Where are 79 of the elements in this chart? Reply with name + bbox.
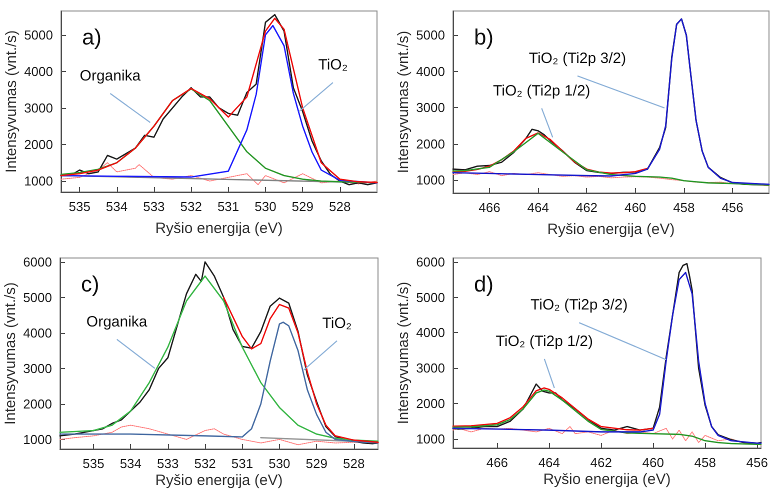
y-tick-label: 1000 [24, 174, 53, 189]
y-tick-label: 1000 [416, 172, 445, 188]
x-axis-title: Ryšio energija (eV) [543, 471, 671, 488]
y-tick-label: 2000 [24, 136, 53, 152]
y-tick-label: 6000 [23, 254, 52, 270]
x-tick-label: 532 [194, 456, 216, 471]
x-tick-label: 456 [722, 200, 744, 215]
x-tick-label: 466 [478, 200, 500, 215]
x-tick-label: 528 [342, 456, 365, 471]
x-tick-label: 533 [143, 199, 165, 214]
x-tick-label: 462 [576, 200, 598, 215]
annotation: TiO₂ [318, 56, 348, 74]
x-tick-label: 531 [231, 456, 254, 471]
text: b) [474, 24, 494, 50]
x-tick-label: 529 [306, 456, 328, 471]
line-series [452, 171, 770, 186]
y-axis-title: Intensyvumas (vnt./s) [395, 30, 412, 174]
y-tick-label: 4000 [416, 64, 445, 79]
y-tick-label: 5000 [416, 290, 445, 305]
x-tick-label: 462 [590, 455, 612, 470]
y-tick-label: 4000 [416, 325, 445, 340]
y-tick-label: 4000 [24, 64, 53, 79]
y-tick-label: 2000 [416, 136, 445, 152]
y-tick-label: 1000 [23, 432, 52, 447]
line-series [452, 132, 770, 186]
x-tick-label: 528 [328, 199, 351, 214]
x-axis-title: Ryšio energija (eV) [155, 472, 283, 489]
annotation: TiO₂ (Ti2p 1/2) [493, 82, 590, 100]
x-tick-label: 530 [268, 456, 290, 471]
y-tick-label: 1000 [416, 431, 445, 446]
x-tick-label: 464 [538, 455, 560, 470]
x-tick-label: 458 [694, 455, 716, 470]
y-tick-label: 2000 [23, 396, 52, 412]
text: c) [81, 272, 100, 296]
x-axis-title: Ryšio energija (eV) [547, 221, 675, 238]
y-tick-label: 2000 [416, 396, 445, 412]
line-series [452, 387, 654, 431]
y-tick-label: 5000 [24, 27, 53, 42]
line-series [452, 132, 648, 174]
x-tick-label: 533 [157, 456, 179, 471]
y-axis-title: Intensyvumas (vnt./s) [3, 30, 20, 173]
text: d) [474, 272, 494, 296]
annotation: Organika [80, 68, 142, 85]
y-tick-label: 5000 [23, 290, 52, 305]
x-tick-label: 535 [82, 456, 104, 471]
annotation: TiO₂ (Ti2p 3/2) [530, 296, 628, 314]
x-tick-label: 534 [106, 199, 128, 214]
x-tick-label: 531 [217, 199, 240, 214]
y-tick-label: 4000 [23, 325, 52, 340]
y-tick-label: 3000 [24, 100, 53, 116]
x-tick-label: 529 [292, 199, 314, 214]
x-tick-label: 534 [120, 456, 142, 471]
y-axis-title: Intensyvumas (vnt./s) [395, 282, 412, 424]
x-tick-label: 466 [486, 455, 508, 470]
x-tick-label: 460 [642, 455, 664, 470]
y-tick-label: 3000 [416, 100, 445, 116]
x-axis-title: Ryšio energija (eV) [155, 220, 283, 237]
x-tick-label: 464 [527, 200, 549, 215]
x-tick-label: 532 [180, 199, 202, 214]
y-tick-label: 5000 [416, 28, 445, 43]
annotation: TiO₂ (Ti2p 1/2) [496, 332, 593, 350]
x-tick-label: 456 [746, 455, 768, 470]
y-axis-title: Intensyvumas (vnt./s) [2, 282, 19, 425]
annotation: TiO₂ [322, 314, 352, 332]
line-series [452, 426, 762, 446]
annotation: Organika [86, 313, 148, 330]
line-series [452, 389, 762, 445]
x-tick-label: 530 [254, 199, 276, 214]
x-tick-label: 535 [68, 199, 90, 214]
line-series [222, 296, 379, 443]
annotation: TiO₂ (Ti2p 3/2) [528, 50, 626, 67]
text: a) [82, 24, 102, 50]
x-tick-label: 458 [673, 200, 695, 215]
line-series [60, 424, 378, 446]
x-tick-label: 460 [624, 200, 646, 215]
line-series [60, 162, 378, 186]
y-tick-label: 6000 [416, 254, 445, 270]
y-tick-label: 3000 [416, 360, 445, 376]
y-tick-label: 3000 [23, 360, 52, 376]
